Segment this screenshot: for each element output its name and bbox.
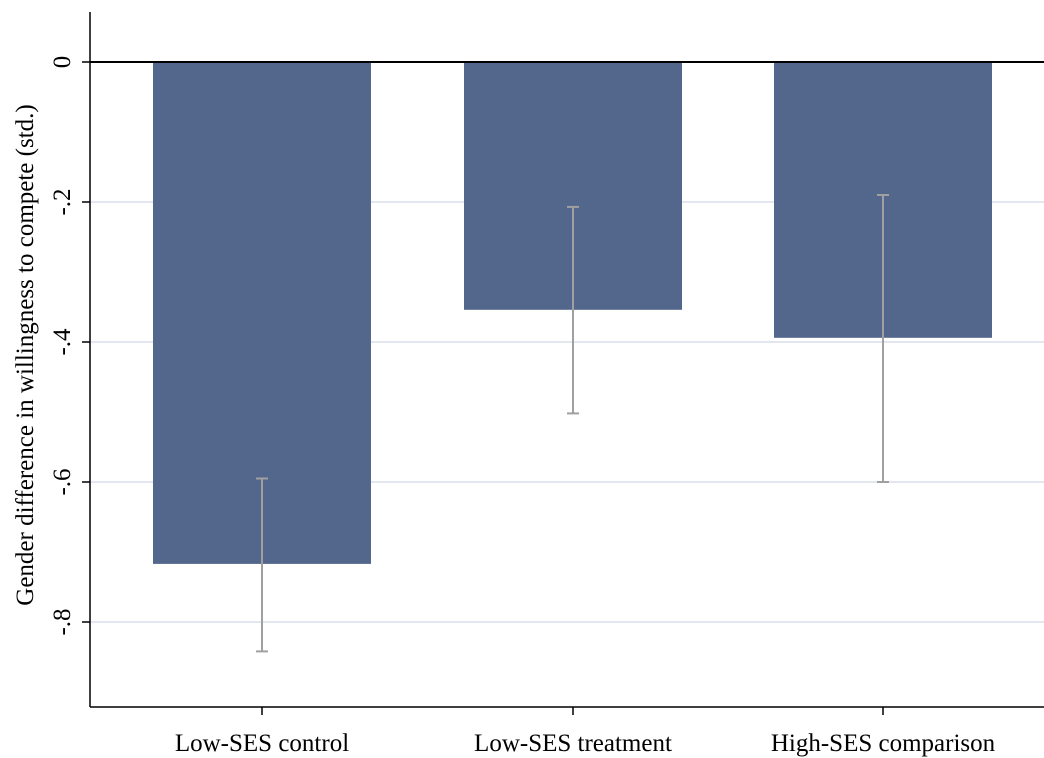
y-tick-label: 0 — [49, 56, 76, 69]
y-axis-title: Gender difference in willingness to comp… — [12, 104, 39, 605]
x-category-label: Low-SES treatment — [474, 730, 672, 757]
bars — [153, 62, 992, 564]
error-bars — [256, 194, 889, 653]
labels: 0 -.2 -.4 -.6 -.8 Low-SES control Low-SES trea… — [49, 56, 996, 757]
x-category-label: Low-SES control — [175, 730, 349, 757]
y-tick-label: -.2 — [49, 188, 76, 215]
x-category-label: High-SES comparison — [771, 730, 996, 757]
y-tick-label: -.4 — [49, 328, 76, 356]
y-tick-label: -.6 — [49, 468, 76, 495]
axes — [82, 12, 1044, 715]
y-tick-label: -.8 — [49, 608, 76, 635]
